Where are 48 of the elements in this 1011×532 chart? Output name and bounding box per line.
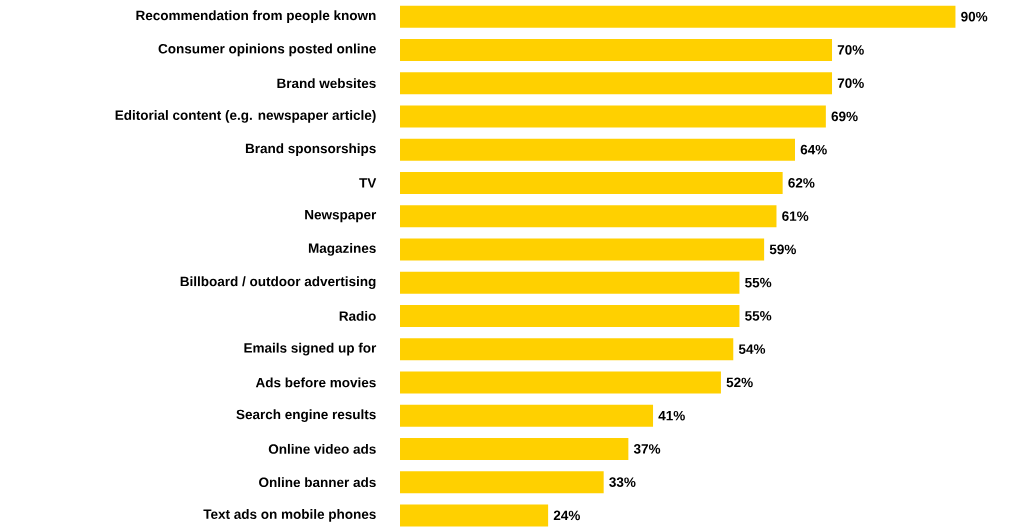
bar (400, 105, 826, 128)
y-tick-label: Ads before movies (255, 377, 376, 388)
y-tick-label: Emails signed up for (244, 342, 377, 356)
bar (400, 504, 549, 527)
bar (400, 38, 833, 61)
y-tick-label: Online banner ads (259, 477, 376, 488)
y-tick-label: Online video ads (268, 443, 376, 454)
bar (400, 205, 777, 228)
data-label: 41% (658, 410, 685, 421)
y-tick-label: Consumer opinions posted online (158, 43, 376, 57)
data-label: 70% (837, 78, 864, 88)
y-tick-label: Editorial content (e.g. newspaper article) (115, 110, 376, 123)
bar (400, 271, 740, 294)
data-label: 69% (831, 111, 858, 122)
bar (400, 238, 765, 261)
bar (400, 471, 604, 494)
bar (400, 404, 654, 427)
bar (400, 5, 956, 28)
bar (400, 304, 740, 327)
bar (400, 138, 795, 161)
data-label: 55% (745, 311, 772, 321)
data-label: 55% (745, 277, 772, 288)
data-label: 64% (800, 144, 827, 155)
bar (400, 72, 833, 95)
y-tick-label: Billboard / outdoor advertising (180, 276, 376, 289)
data-label: 24% (553, 510, 580, 521)
data-label: 70% (837, 45, 864, 55)
data-label: 54% (738, 344, 766, 354)
y-tick-label: Recommendation from people known (136, 10, 376, 23)
y-tick-label: Text ads on mobile phones (203, 509, 376, 522)
data-label: 59% (769, 244, 796, 255)
data-label: 33% (609, 477, 636, 487)
y-tick-label: Radio (339, 310, 376, 321)
y-tick-label: Brand sponsorships (245, 143, 376, 156)
y-tick-label: Brand websites (277, 78, 376, 89)
y-tick-label: Newspaper (305, 210, 377, 223)
data-label: 37% (633, 444, 661, 454)
y-tick-label: Search engine results (236, 409, 376, 422)
data-label: 61% (782, 211, 809, 221)
data-label: 62% (788, 178, 815, 188)
bar (400, 338, 734, 361)
y-tick-label: Magazines (308, 243, 376, 256)
data-label: 52% (726, 377, 753, 388)
bar (400, 437, 629, 460)
data-label: 90% (961, 11, 988, 22)
bar (400, 371, 721, 394)
y-tick-label: TV (359, 178, 377, 188)
bar (400, 171, 783, 194)
